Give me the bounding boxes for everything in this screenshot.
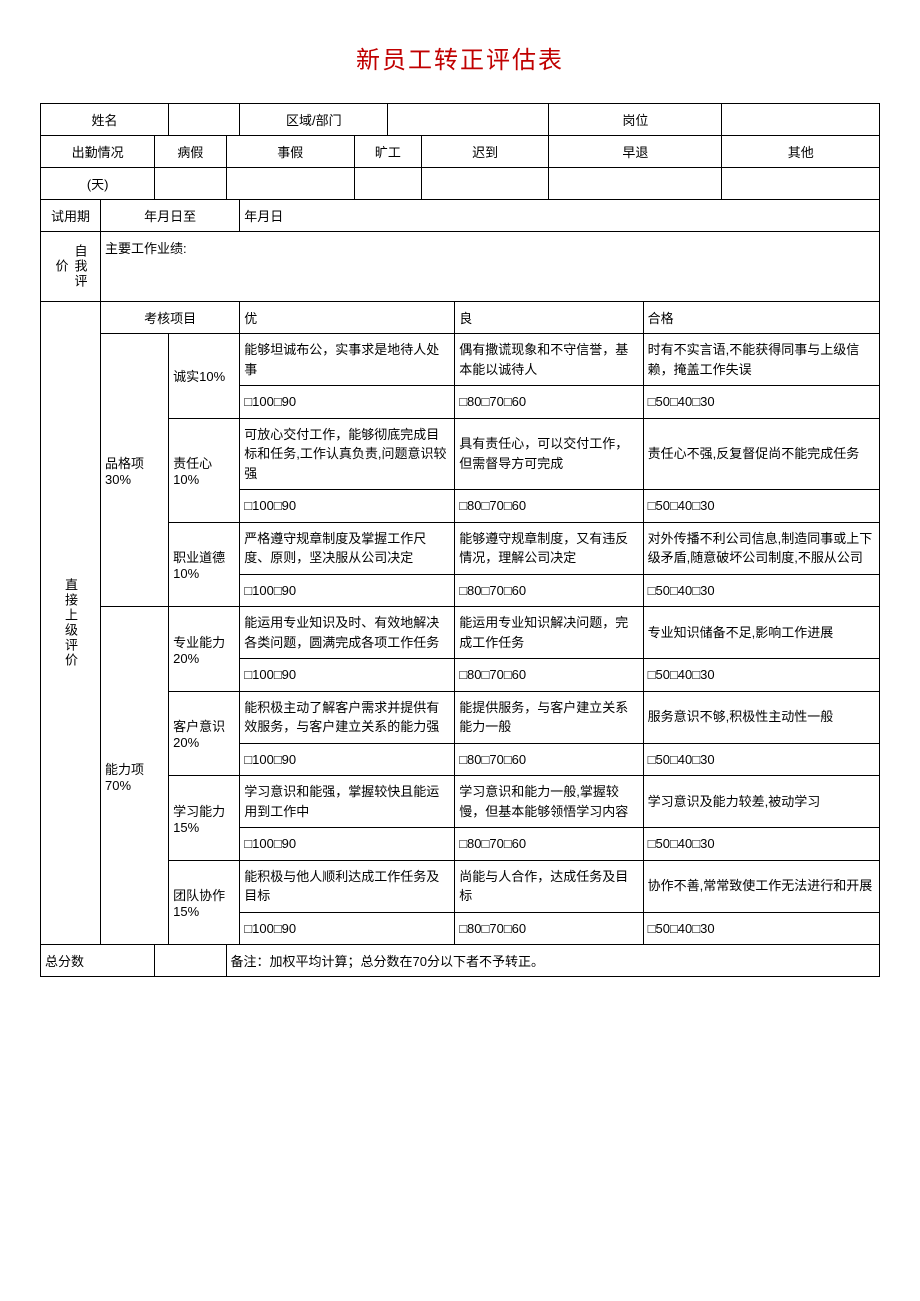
item-excellent: 能运用专业知识及时、有效地解决各类问题，圆满完成各项工作任务 [240,607,455,659]
score-excellent[interactable]: □100□90 [240,490,455,523]
category-label: 能力项70% [101,607,169,945]
score-excellent[interactable]: □100□90 [240,828,455,861]
score-good[interactable]: □80□70□60 [455,828,643,861]
item-label: 职业道德10% [169,522,240,607]
score-excellent[interactable]: □100□90 [240,743,455,776]
supervisor-eval-label: 直接上级评价 [41,302,101,945]
score-pass[interactable]: □50□40□30 [643,659,879,692]
item-label: 专业能力20% [169,607,240,692]
item-excellent: 能够坦诚布公，实事求是地待人处事 [240,334,455,386]
late-value[interactable] [421,168,549,200]
early-leave-value[interactable] [549,168,722,200]
score-good[interactable]: □80□70□60 [455,912,643,945]
score-excellent[interactable]: □100□90 [240,386,455,419]
total-value[interactable] [155,945,226,977]
post-label: 岗位 [549,104,722,136]
early-leave-label: 早退 [549,136,722,168]
item-excellent: 能积极主动了解客户需求并提供有效服务，与客户建立关系的能力强 [240,691,455,743]
score-pass[interactable]: □50□40□30 [643,490,879,523]
item-good: 学习意识和能力一般,掌握较慢，但基本能够领悟学习内容 [455,776,643,828]
other-value[interactable] [722,168,880,200]
item-excellent: 严格遵守规章制度及掌握工作尺度、原则，坚决服从公司决定 [240,522,455,574]
item-pass: 专业知识储备不足,影响工作进展 [643,607,879,659]
item-good: 尚能与人合作，达成任务及目标 [455,860,643,912]
item-label: 责任心10% [169,418,240,522]
score-excellent[interactable]: □100□90 [240,659,455,692]
dept-value[interactable] [388,104,549,136]
score-pass[interactable]: □50□40□30 [643,574,879,607]
score-excellent[interactable]: □100□90 [240,574,455,607]
item-pass: 责任心不强,反复督促尚不能完成任务 [643,418,879,490]
eval-header-pass: 合格 [643,302,879,334]
trial-label: 试用期 [41,200,101,232]
sick-leave-value[interactable] [155,168,226,200]
sick-leave-label: 病假 [155,136,226,168]
score-good[interactable]: □80□70□60 [455,574,643,607]
item-pass: 时有不实言语,不能获得同事与上级信赖，掩盖工作失误 [643,334,879,386]
item-good: 能够遵守规章制度，又有违反情况，理解公司决定 [455,522,643,574]
late-label: 迟到 [421,136,549,168]
score-good[interactable]: □80□70□60 [455,743,643,776]
item-pass: 协作不善,常常致使工作无法进行和开展 [643,860,879,912]
days-label: (天) [41,168,155,200]
total-label: 总分数 [41,945,155,977]
item-good: 偶有撒谎现象和不守信誉，基本能以诚待人 [455,334,643,386]
item-pass: 服务意识不够,积极性主动性一般 [643,691,879,743]
eval-header-excellent: 优 [240,302,455,334]
self-eval-content[interactable]: 主要工作业绩: [101,232,880,302]
item-label: 团队协作15% [169,860,240,945]
eval-header-item: 考核项目 [101,302,240,334]
personal-leave-label: 事假 [226,136,355,168]
self-eval-label: 自我评价 [41,232,101,302]
item-label: 诚实10% [169,334,240,419]
name-value[interactable] [169,104,240,136]
score-pass[interactable]: □50□40□30 [643,828,879,861]
item-label: 客户意识20% [169,691,240,776]
dept-label: 区域/部门 [240,104,388,136]
eval-header-good: 良 [455,302,643,334]
total-note: 备注：加权平均计算；总分数在70分以下者不予转正。 [226,945,880,977]
other-label: 其他 [722,136,880,168]
score-good[interactable]: □80□70□60 [455,386,643,419]
name-label: 姓名 [41,104,169,136]
trial-from: 年月日至 [101,200,240,232]
item-good: 能提供服务，与客户建立关系能力一般 [455,691,643,743]
item-excellent: 学习意识和能强，掌握较快且能运用到工作中 [240,776,455,828]
item-pass: 对外传播不利公司信息,制造同事或上下级矛盾,随意破坏公司制度,不服从公司 [643,522,879,574]
score-good[interactable]: □80□70□60 [455,490,643,523]
personal-leave-value[interactable] [226,168,355,200]
score-pass[interactable]: □50□40□30 [643,386,879,419]
attendance-label: 出勤情况 [41,136,155,168]
item-pass: 学习意识及能力较差,被动学习 [643,776,879,828]
item-good: 具有责任心，可以交付工作，但需督导方可完成 [455,418,643,490]
post-value[interactable] [722,104,880,136]
score-good[interactable]: □80□70□60 [455,659,643,692]
score-excellent[interactable]: □100□90 [240,912,455,945]
page-title: 新员工转正评估表 [40,40,880,75]
item-good: 能运用专业知识解决问题，完成工作任务 [455,607,643,659]
item-excellent: 可放心交付工作，能够彻底完成目标和任务,工作认真负责,问题意识较强 [240,418,455,490]
trial-to: 年月日 [240,200,880,232]
absent-label: 旷工 [355,136,422,168]
category-label: 品格项30% [101,334,169,607]
evaluation-table: 姓名 区域/部门 岗位 出勤情况 病假 事假 旷工 迟到 早退 其他 (天) 试… [40,103,880,977]
item-label: 学习能力15% [169,776,240,861]
item-excellent: 能积极与他人顺利达成工作任务及目标 [240,860,455,912]
absent-value[interactable] [355,168,422,200]
score-pass[interactable]: □50□40□30 [643,912,879,945]
score-pass[interactable]: □50□40□30 [643,743,879,776]
